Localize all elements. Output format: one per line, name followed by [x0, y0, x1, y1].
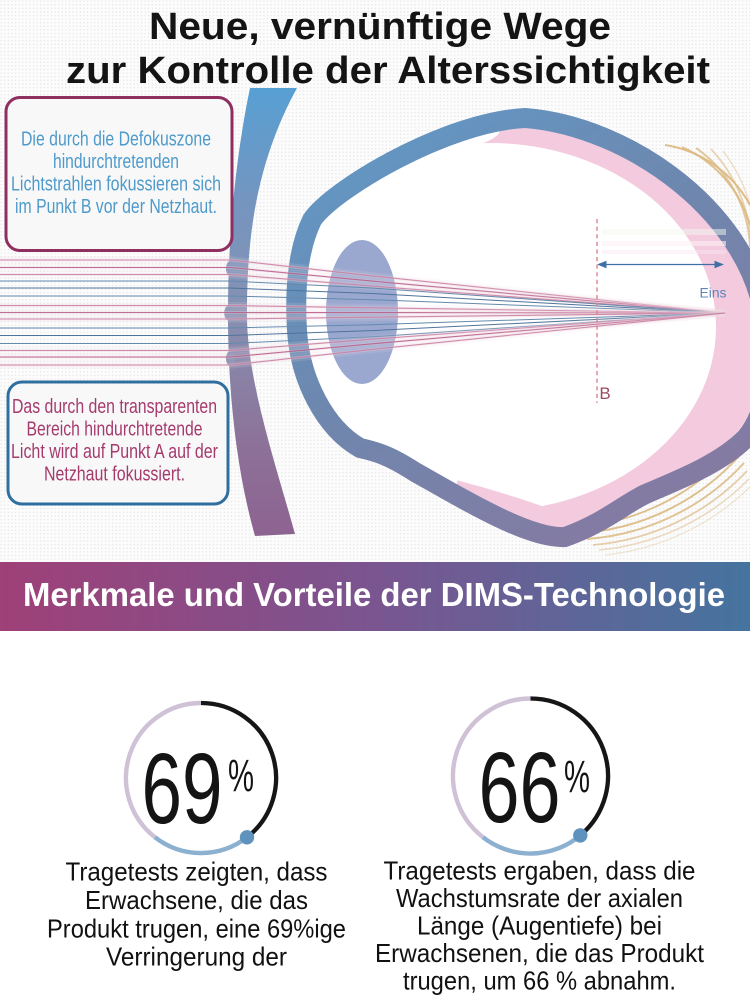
svg-text:Das durch den transparenten: Das durch den transparenten	[12, 396, 217, 418]
svg-text:Licht wird auf Punkt A auf der: Licht wird auf Punkt A auf der	[11, 441, 218, 463]
svg-text:Merkmale und Vorteile der DIMS: Merkmale und Vorteile der DIMS-Technolog…	[23, 576, 725, 613]
svg-text:%: %	[564, 751, 590, 802]
svg-text:%: %	[228, 750, 254, 801]
svg-text:trugen, um 66 % abnahm.: trugen, um 66 % abnahm.	[403, 966, 676, 996]
svg-text:69: 69	[142, 733, 223, 845]
svg-text:Neue, vernünftige Wege: Neue, vernünftige Wege	[149, 6, 611, 48]
svg-text:Erwachsene, die das: Erwachsene, die das	[85, 885, 308, 915]
svg-text:Länge (Augentiefe) bei: Länge (Augentiefe) bei	[417, 911, 662, 941]
svg-text:hindurchtretenden: hindurchtretenden	[53, 151, 179, 173]
svg-text:Tragetests zeigten, dass: Tragetests zeigten, dass	[66, 857, 328, 887]
svg-text:Produkt trugen, eine 69%ige: Produkt trugen, eine 69%ige	[47, 913, 346, 943]
svg-text:Verringerung der: Verringerung der	[106, 942, 287, 972]
svg-text:Die durch die Defokuszone: Die durch die Defokuszone	[21, 129, 211, 151]
svg-text:Erwachsenen, die das Produkt: Erwachsenen, die das Produkt	[375, 938, 705, 968]
svg-text:Eins: Eins	[700, 285, 727, 301]
svg-text:Netzhaut fokussiert.: Netzhaut fokussiert.	[44, 463, 185, 485]
svg-text:Bereich hindurchtretende: Bereich hindurchtretende	[27, 419, 203, 441]
svg-text:zur Kontrolle der Alterssichti: zur Kontrolle der Alterssichtigkeit	[66, 50, 710, 92]
svg-text:Wachstumsrate der axialen: Wachstumsrate der axialen	[396, 883, 683, 913]
svg-text:B: B	[599, 384, 610, 403]
svg-text:66: 66	[479, 732, 561, 844]
svg-text:Lichtstrahlen fokussieren sich: Lichtstrahlen fokussieren sich	[11, 173, 221, 195]
svg-text:Tragetests ergaben, dass die: Tragetests ergaben, dass die	[384, 856, 696, 886]
svg-text:im Punkt B vor der Netzhaut.: im Punkt B vor der Netzhaut.	[15, 196, 217, 218]
